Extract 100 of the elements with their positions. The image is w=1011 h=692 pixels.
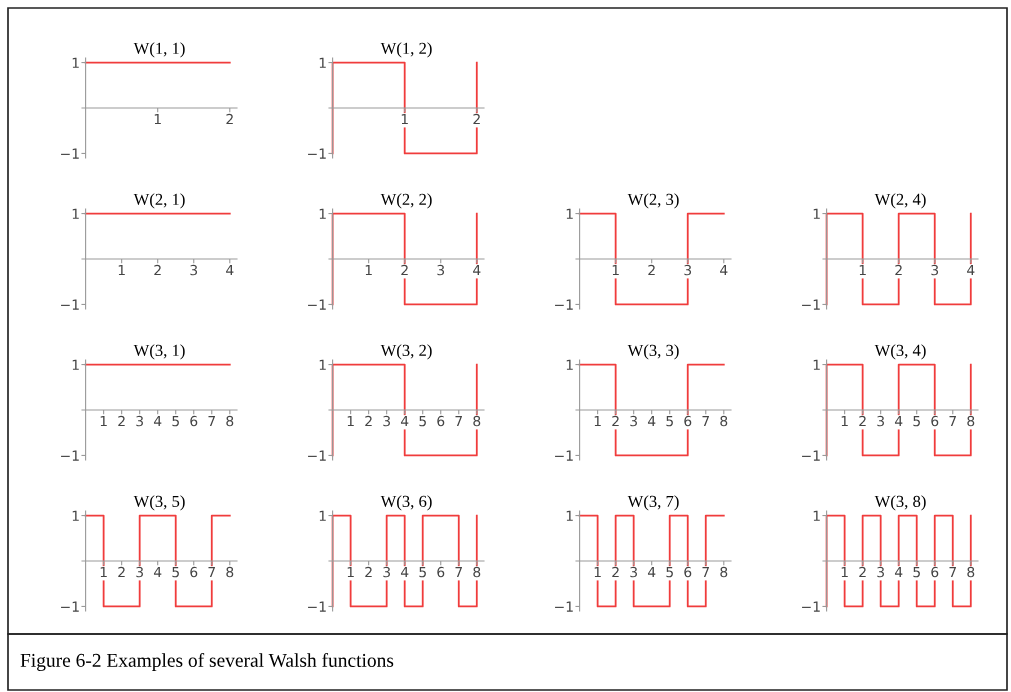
y-tick-label: 1: [566, 208, 573, 219]
x-tick-label: 1: [347, 415, 354, 427]
x-tick-label: 3: [190, 264, 198, 276]
x-tick-label: 4: [894, 566, 903, 578]
x-tick-label: 1: [594, 566, 601, 578]
y-tick-label: −1: [61, 601, 79, 612]
x-tick-label: 3: [630, 415, 637, 427]
y-tick-label: −1: [555, 601, 573, 612]
x-tick-label: 4: [647, 566, 656, 578]
x-tick-label: 8: [720, 566, 728, 578]
x-tick-label: 6: [190, 415, 198, 427]
y-tick-label: −1: [308, 148, 326, 159]
x-tick-label: 7: [455, 566, 462, 578]
x-tick-label: 8: [473, 415, 481, 427]
chart-title: W(3, 7): [627, 495, 679, 511]
y-tick-label: −1: [802, 450, 820, 461]
x-tick-label: 3: [877, 566, 884, 578]
x-tick-label: 6: [437, 566, 445, 578]
x-tick-label: 3: [383, 415, 390, 427]
x-tick-label: 2: [895, 264, 902, 276]
x-tick-label: 6: [684, 415, 692, 427]
chart-title: W(2, 2): [380, 193, 432, 209]
x-tick-label: 2: [859, 566, 866, 578]
x-tick-label: 6: [437, 415, 445, 427]
y-tick-label: 1: [319, 510, 326, 521]
x-tick-label: 7: [702, 566, 709, 578]
y-tick-label: 1: [72, 510, 79, 521]
chart-title: W(1, 1): [133, 42, 185, 58]
x-tick-label: 4: [153, 566, 162, 578]
x-tick-label: 3: [630, 566, 637, 578]
x-tick-label: 2: [365, 566, 372, 578]
caption: Figure 6-2 Examples of several Walsh functions: [20, 653, 394, 671]
x-tick-label: 2: [118, 415, 125, 427]
y-tick-label: −1: [61, 148, 79, 159]
x-tick-label: 8: [226, 566, 234, 578]
x-tick-label: 7: [208, 566, 215, 578]
x-tick-label: 6: [684, 566, 692, 578]
x-tick-label: 5: [172, 566, 179, 578]
x-tick-label: 1: [100, 566, 107, 578]
x-tick-label: 8: [967, 566, 975, 578]
chart-title: W(3, 5): [133, 495, 185, 511]
x-tick-label: 6: [931, 566, 939, 578]
x-tick-label: 5: [913, 566, 920, 578]
x-tick-label: 2: [401, 264, 408, 276]
y-tick-label: −1: [308, 601, 326, 612]
x-tick-label: 3: [136, 566, 143, 578]
x-tick-label: 7: [702, 415, 709, 427]
x-tick-label: 5: [419, 566, 426, 578]
y-tick-label: −1: [555, 450, 573, 461]
x-tick-label: 2: [648, 264, 655, 276]
x-tick-label: 1: [100, 415, 107, 427]
x-tick-label: 2: [226, 113, 233, 125]
x-tick-label: 3: [684, 264, 692, 276]
x-tick-label: 4: [400, 415, 409, 427]
y-tick-label: 1: [566, 359, 573, 370]
y-tick-label: 1: [319, 359, 326, 370]
chart-title: W(1, 2): [380, 42, 432, 58]
y-tick-label: 1: [813, 359, 820, 370]
x-tick-label: 1: [365, 264, 372, 276]
x-tick-label: 3: [931, 264, 939, 276]
x-tick-label: 1: [841, 566, 848, 578]
x-tick-label: 2: [612, 566, 619, 578]
y-tick-label: −1: [555, 299, 573, 310]
chart-title: W(3, 4): [874, 344, 926, 360]
x-tick-label: 7: [949, 566, 956, 578]
y-tick-label: −1: [308, 299, 326, 310]
x-tick-label: 1: [118, 264, 125, 276]
chart-title: W(2, 4): [874, 193, 926, 209]
x-tick-label: 2: [365, 415, 372, 427]
x-tick-label: 2: [118, 566, 125, 578]
x-tick-label: 3: [383, 566, 390, 578]
chart-title: W(3, 1): [133, 344, 185, 360]
x-tick-label: 5: [419, 415, 426, 427]
y-tick-label: −1: [308, 450, 326, 461]
x-tick-label: 1: [154, 113, 161, 125]
x-tick-label: 3: [877, 415, 884, 427]
y-tick-label: 1: [72, 208, 79, 219]
y-tick-label: 1: [813, 208, 820, 219]
chart-title: W(3, 3): [627, 344, 679, 360]
x-tick-label: 4: [894, 415, 903, 427]
y-tick-label: −1: [802, 601, 820, 612]
x-tick-label: 5: [666, 566, 673, 578]
x-tick-label: 2: [859, 415, 866, 427]
x-tick-label: 4: [967, 264, 975, 276]
x-tick-label: 3: [136, 415, 143, 427]
x-tick-label: 4: [473, 264, 481, 276]
x-tick-label: 1: [594, 415, 601, 427]
y-tick-label: 1: [813, 510, 820, 521]
x-tick-label: 5: [172, 415, 179, 427]
x-tick-label: 1: [841, 415, 848, 427]
x-tick-label: 8: [720, 415, 728, 427]
x-tick-label: 5: [913, 415, 920, 427]
x-tick-label: 7: [208, 415, 215, 427]
x-tick-label: 2: [473, 113, 480, 125]
x-tick-label: 8: [226, 415, 234, 427]
y-tick-label: 1: [72, 57, 79, 68]
x-tick-label: 4: [153, 415, 162, 427]
chart-title: W(3, 6): [380, 495, 432, 511]
x-tick-label: 2: [154, 264, 161, 276]
x-tick-label: 4: [226, 264, 234, 276]
